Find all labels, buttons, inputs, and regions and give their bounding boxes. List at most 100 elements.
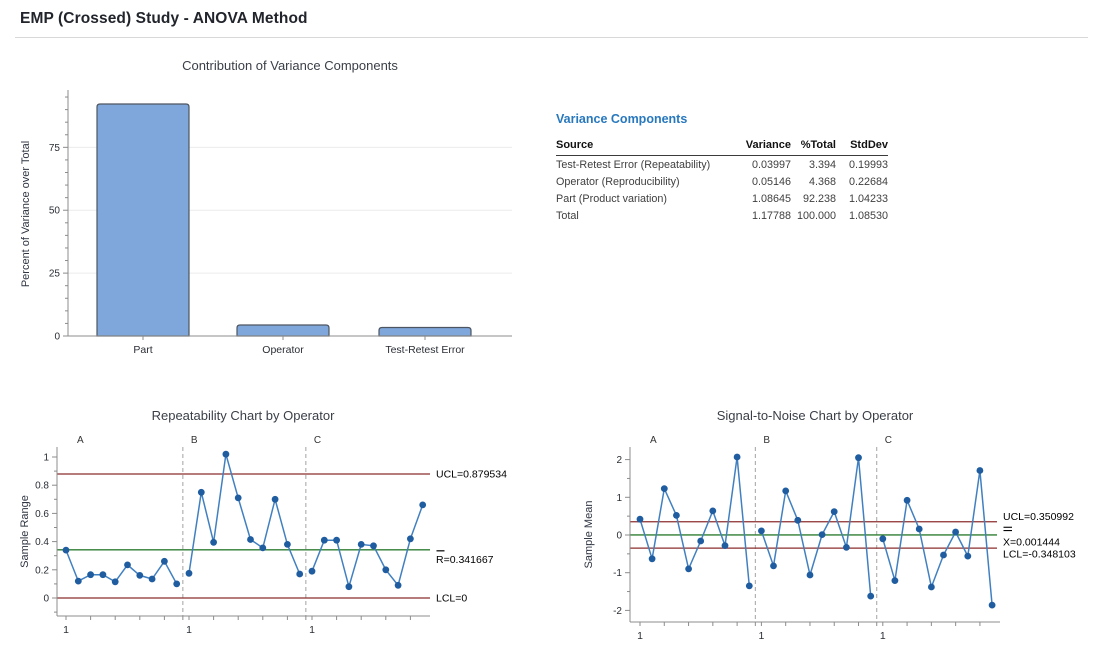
y-tick-label: 0.2	[35, 565, 49, 576]
data-point	[794, 516, 802, 524]
data-point	[271, 495, 279, 503]
y-tick-label: -1	[613, 568, 622, 579]
y-axis-label: Percent of Variance over Total	[20, 141, 32, 287]
data-point	[148, 575, 156, 583]
y-tick-label: 0.6	[35, 509, 49, 520]
variance-components-panel: Variance Components Source Variance %Total…	[556, 112, 901, 225]
series-line	[188, 453, 301, 575]
y-tick-label: 0	[616, 531, 622, 542]
table-row: Part (Product variation) 1.08645 92.238 1.0…	[556, 190, 888, 207]
data-point	[758, 527, 765, 535]
data-point	[407, 535, 414, 543]
table-cell: 0.19993	[848, 158, 888, 171]
category-label: Part	[133, 344, 152, 356]
data-point	[660, 485, 668, 492]
table-row: Total 1.17788 100.000 1.08530	[556, 208, 888, 225]
column-header: Source	[556, 137, 732, 156]
data-point	[940, 551, 947, 559]
center-label: X=0.001444	[1003, 536, 1060, 548]
ucl-label: UCL=0.879534	[436, 468, 507, 480]
chart-title: Signal-to-Noise Chart by Operator	[717, 408, 914, 423]
y-tick-label: 2	[616, 455, 622, 466]
table-row: Operator (Reproducibility) 0.05146 4.368 0.…	[556, 173, 888, 190]
x-tick-label: 1	[186, 624, 192, 636]
group-label: A	[77, 435, 84, 446]
data-point	[210, 538, 218, 546]
data-point	[903, 496, 911, 504]
data-point	[136, 572, 144, 579]
table-header-row: Source Variance %Total StdDev	[556, 137, 888, 156]
y-tick-label: 0	[54, 332, 60, 343]
group-label: B	[763, 435, 770, 446]
bar	[236, 324, 330, 337]
ucl-label: UCL=0.350992	[1003, 511, 1074, 523]
category-label: Operator	[262, 344, 304, 356]
table-cell: 0.03997	[751, 158, 791, 171]
table-cell: 0.22684	[848, 175, 888, 188]
group-label: C	[314, 435, 321, 446]
data-point	[333, 536, 340, 544]
data-point	[952, 528, 959, 536]
data-point	[234, 494, 242, 502]
data-point	[259, 544, 267, 552]
table-row: Test-Retest Error (Repeatability) 0.03997…	[556, 156, 888, 174]
y-tick-label: 0.4	[35, 537, 49, 548]
x-tick-label: 1	[880, 630, 886, 642]
page-header: EMP (Crossed) Study - ANOVA Method	[15, 0, 1088, 38]
data-point	[891, 577, 899, 584]
data-point	[867, 592, 875, 600]
bar	[96, 103, 190, 337]
column-header: StdDev	[836, 137, 888, 156]
y-tick-label: 75	[49, 143, 61, 154]
data-point	[976, 467, 984, 474]
data-point	[284, 541, 291, 548]
data-point	[111, 578, 119, 586]
series-line	[311, 504, 424, 590]
data-point	[988, 601, 996, 609]
table-cell: Part (Product variation)	[556, 192, 668, 205]
data-point	[173, 580, 181, 588]
y-tick-label: 25	[49, 269, 61, 280]
x-tick-label: 1	[758, 630, 764, 642]
data-point	[745, 582, 753, 590]
data-point	[74, 577, 82, 585]
y-axis-label: Sample Range	[19, 495, 31, 568]
table-cell: 4.368	[808, 175, 836, 188]
table-cell: 0.05146	[751, 175, 791, 188]
group-label: C	[885, 435, 892, 446]
data-point	[345, 583, 353, 591]
lcl-label: LCL=-0.348103	[1003, 549, 1076, 561]
data-point	[124, 561, 131, 569]
category-label: Test-Retest Error	[385, 344, 465, 356]
table-cell: Operator (Reproducibility)	[556, 175, 680, 188]
data-point	[222, 450, 230, 458]
data-point	[964, 552, 972, 560]
table-cell: 3.394	[808, 158, 836, 171]
group-label: B	[191, 435, 198, 446]
y-tick-label: 0	[43, 594, 49, 605]
y-tick-label: 50	[49, 206, 61, 217]
data-point	[830, 508, 838, 515]
table-cell: Total	[556, 210, 579, 223]
data-point	[308, 567, 316, 575]
data-point	[709, 507, 717, 515]
variance-contribution-bar-chart: Contribution of Variance Components Perce…	[20, 58, 512, 356]
data-point	[782, 487, 790, 495]
repeatability-control-chart: Repeatability Chart by Operator Sample Ra…	[19, 408, 507, 636]
data-point	[99, 571, 107, 579]
y-axis-label: Sample Mean	[583, 501, 595, 569]
data-point	[197, 488, 205, 496]
y-tick-label: -2	[613, 606, 622, 617]
data-point	[370, 542, 377, 550]
data-point	[915, 525, 923, 533]
column-header: Variance	[732, 137, 791, 156]
x-tick-label: 1	[309, 624, 315, 636]
table-cell: 1.17788	[751, 210, 791, 223]
data-point	[697, 537, 705, 545]
page-title: EMP (Crossed) Study - ANOVA Method	[20, 10, 308, 27]
data-point	[733, 453, 741, 461]
data-point	[721, 542, 729, 549]
series-line	[882, 470, 993, 606]
data-point	[394, 581, 402, 589]
